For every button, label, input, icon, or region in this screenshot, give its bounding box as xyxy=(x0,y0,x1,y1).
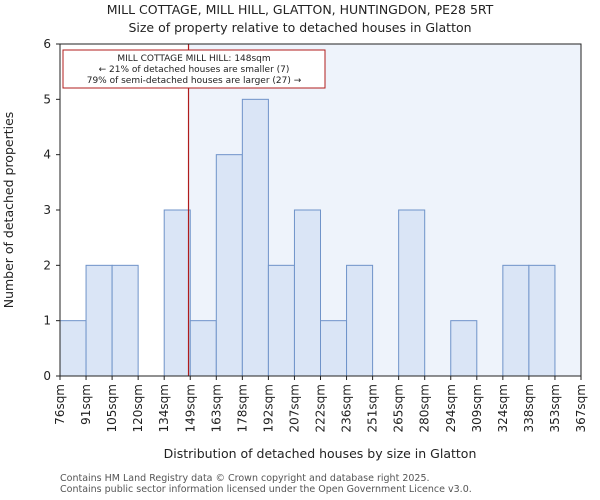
x-tick-label: 105sqm xyxy=(105,384,119,432)
bar xyxy=(293,209,322,377)
annotation-line-2: ← 21% of detached houses are smaller (7) xyxy=(99,65,290,75)
x-tick-label: 163sqm xyxy=(209,384,223,432)
bar xyxy=(85,264,113,377)
bar xyxy=(528,264,556,377)
footer-line-1: Contains HM Land Registry data © Crown c… xyxy=(60,473,430,484)
x-tick-label: 192sqm xyxy=(261,384,275,432)
bar xyxy=(502,264,530,377)
annotation-line-3: 79% of semi-detached houses are larger (… xyxy=(87,76,302,86)
y-tick-label: 1 xyxy=(43,314,51,328)
x-tick-label: 178sqm xyxy=(235,384,249,432)
x-tick-label: 265sqm xyxy=(392,384,406,432)
annotation-box: MILL COTTAGE MILL HILL: 148sqm ← 21% of … xyxy=(62,49,326,89)
y-tick-label: 5 xyxy=(43,92,51,106)
annotation-border xyxy=(62,49,326,89)
x-tick-label: 236sqm xyxy=(340,384,354,432)
x-tick-label: 280sqm xyxy=(418,384,432,432)
x-tick-label: 120sqm xyxy=(131,384,145,432)
x-tick-label: 91sqm xyxy=(79,384,93,425)
bars-layer xyxy=(59,98,556,377)
x-tick-label: 134sqm xyxy=(157,384,171,432)
chart-subtitle: Size of property relative to detached ho… xyxy=(128,20,471,35)
y-axis-label: Number of detached properties xyxy=(1,112,16,309)
x-tick-label: 294sqm xyxy=(444,384,458,432)
chart-title: MILL COTTAGE, MILL HILL, GLATTON, HUNTIN… xyxy=(107,2,494,17)
y-tick-label: 3 xyxy=(43,203,51,217)
x-axis-label: Distribution of detached houses by size … xyxy=(164,446,477,461)
bar xyxy=(111,264,139,377)
annotation-line-1: MILL COTTAGE MILL HILL: 148sqm xyxy=(117,54,270,64)
x-tick-label: 76sqm xyxy=(53,384,67,425)
bar xyxy=(450,320,478,377)
x-ticks-layer: 76sqm 91sqm 105sqm 120sqm 134sqm 149sqm 163sqm… xyxy=(53,376,588,432)
x-tick-label: 353sqm xyxy=(548,384,562,432)
bar xyxy=(163,209,191,377)
bar xyxy=(215,154,243,377)
bar xyxy=(346,264,374,377)
x-tick-label: 207sqm xyxy=(287,384,301,432)
bar xyxy=(267,264,295,377)
bar xyxy=(59,320,87,377)
bar xyxy=(241,98,269,377)
x-tick-label: 251sqm xyxy=(366,384,380,432)
y-tick-label: 2 xyxy=(43,258,51,272)
y-tick-label: 0 xyxy=(43,369,51,383)
y-ticks-layer: 0 1 2 3 4 5 6 xyxy=(43,37,60,383)
bar xyxy=(189,320,217,377)
y-tick-label: 6 xyxy=(43,37,51,51)
bar xyxy=(320,320,348,377)
x-tick-label: 338sqm xyxy=(522,384,536,432)
x-tick-label: 324sqm xyxy=(496,384,510,432)
x-tick-label: 222sqm xyxy=(314,384,328,432)
bar xyxy=(398,209,426,377)
footer-line-2: Contains public sector information licen… xyxy=(60,484,472,495)
y-tick-label: 4 xyxy=(43,148,51,162)
x-tick-label: 309sqm xyxy=(470,384,484,432)
x-tick-label: 149sqm xyxy=(183,384,197,432)
x-tick-label: 367sqm xyxy=(574,384,588,432)
